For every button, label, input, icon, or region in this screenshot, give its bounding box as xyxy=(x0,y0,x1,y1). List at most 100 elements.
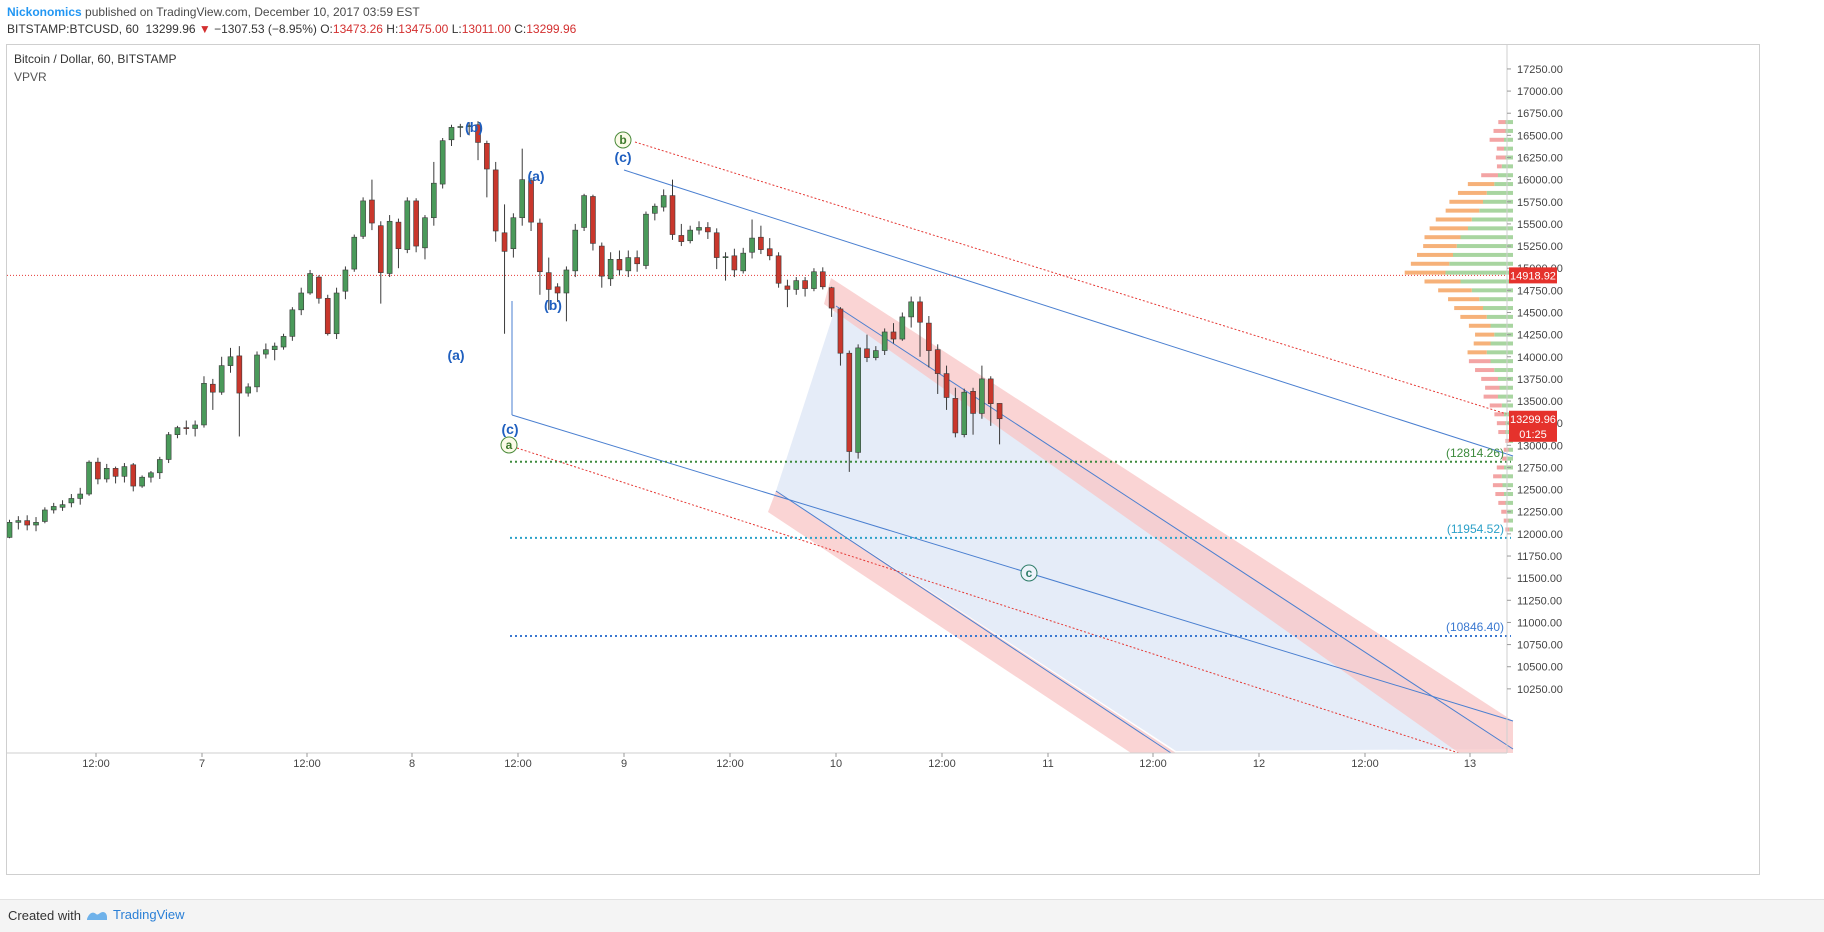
volume-bar-up xyxy=(1507,456,1513,461)
volume-bar-down xyxy=(1496,146,1504,151)
y-tick-label: 14500.00 xyxy=(1517,307,1563,319)
candle-body xyxy=(15,520,22,523)
volume-bar-up xyxy=(1468,226,1513,231)
volume-bar-up xyxy=(1483,199,1513,204)
candle-body xyxy=(50,506,57,511)
volume-bar-up xyxy=(1509,527,1513,532)
y-tick-label: 15500.00 xyxy=(1517,219,1563,231)
x-tick-label: 12:00 xyxy=(928,758,956,770)
y-tick-label: 12500.00 xyxy=(1517,485,1563,497)
volume-bar-down xyxy=(1449,199,1483,204)
candle-body xyxy=(148,472,154,478)
y-tick-label: 11250.00 xyxy=(1517,595,1562,607)
candle-body xyxy=(68,498,75,504)
volume-bar-down xyxy=(1429,226,1468,231)
volume-bar-down xyxy=(1489,137,1504,142)
volume-bar-down xyxy=(1501,509,1507,514)
volume-bar-down xyxy=(1417,252,1453,257)
x-tick-label: 12:00 xyxy=(504,758,532,770)
volume-bar-up xyxy=(1504,412,1513,417)
chart-panel[interactable]: (12814.26) (11954.52) (10846.40) (b) (a) (a)(… xyxy=(6,44,1760,875)
volume-bar-down xyxy=(1454,306,1483,311)
last-price: 13299.96 xyxy=(145,22,196,36)
volume-bar-up xyxy=(1504,146,1513,151)
y-tick-label: 16750.00 xyxy=(1517,108,1563,120)
candle-body xyxy=(174,427,181,435)
volume-bar-up xyxy=(1486,314,1513,319)
volume-bar-up xyxy=(1456,244,1513,249)
publication-header: Nickonomics published on TradingView.com… xyxy=(0,0,1824,42)
candle-body xyxy=(24,520,30,526)
volume-bar-up xyxy=(1504,137,1513,142)
candle-body xyxy=(360,200,366,237)
candle-body xyxy=(369,199,375,224)
candle-body xyxy=(33,522,39,526)
volume-bar-down xyxy=(1468,359,1491,364)
volume-bar-up xyxy=(1479,297,1513,302)
level-label: (10846.40) xyxy=(1446,620,1504,634)
red-dotted-upper xyxy=(634,141,1514,417)
tradingview-link[interactable]: TradingView xyxy=(86,907,185,922)
high-value: 13475.00 xyxy=(398,22,449,36)
volume-bar-up xyxy=(1498,394,1513,399)
volume-bar-up xyxy=(1494,368,1513,373)
wave-label: (b) xyxy=(465,119,483,135)
candle-body xyxy=(625,257,632,272)
symbol-label: BITSTAMP:BTCUSD, 60 xyxy=(7,22,139,36)
chart-title: Bitcoin / Dollar, 60, BITSTAMP xyxy=(14,52,177,66)
volume-bar-up xyxy=(1483,306,1513,311)
volume-bar-down xyxy=(1498,500,1506,505)
volume-bar-up xyxy=(1505,128,1513,133)
x-axis: 12:00 7 12:00 8 12:00 9 12:00 10 12:00 11 12:00 12 1… xyxy=(7,752,1507,770)
candle-body xyxy=(970,390,976,414)
candle-body xyxy=(280,336,287,348)
candle-body xyxy=(563,269,570,294)
level-label: (11954.52) xyxy=(1447,522,1504,536)
price-tag xyxy=(1509,425,1557,442)
y-tick-label: 12000.00 xyxy=(1517,529,1563,541)
candle-body xyxy=(377,225,384,273)
x-tick-label: 10 xyxy=(830,758,842,770)
y-tick-label: 10750.00 xyxy=(1517,640,1563,652)
candle-body xyxy=(572,229,579,272)
candle-body xyxy=(607,259,614,280)
volume-bar-up xyxy=(1479,208,1513,213)
author-link[interactable]: Nickonomics xyxy=(7,5,82,19)
candle-body xyxy=(103,468,110,480)
candle-body xyxy=(722,256,729,258)
candle-body xyxy=(404,200,411,250)
candle-body xyxy=(475,124,481,143)
candle-body xyxy=(227,356,234,366)
wave-label: (c) xyxy=(614,149,631,165)
price-chart[interactable]: (12814.26)(11954.52)(10846.40)(b)(a)(a)(… xyxy=(7,45,1760,875)
volume-bar-down xyxy=(1435,217,1472,222)
symbol-ohlc-line: BITSTAMP:BTCUSD, 60 13299.96 ▼ −1307.53 … xyxy=(7,22,576,36)
y-tick-label: 14250.00 xyxy=(1517,330,1563,342)
candle-body xyxy=(598,245,605,277)
y-tick-label: 14000.00 xyxy=(1517,352,1563,364)
x-tick-label: 12 xyxy=(1253,758,1265,770)
candlesticks xyxy=(7,121,1003,539)
x-tick-label: 13 xyxy=(1464,758,1476,770)
candle-body xyxy=(828,287,835,309)
candle-body xyxy=(156,459,163,474)
volume-profile xyxy=(1404,120,1513,532)
volume-bar-down xyxy=(1502,456,1507,461)
volume-bar-down xyxy=(1410,261,1450,266)
candle-body xyxy=(979,378,985,414)
volume-bar-up xyxy=(1505,120,1513,125)
candle-body xyxy=(731,255,738,271)
candle-body xyxy=(545,272,552,290)
wave-label: (a) xyxy=(527,168,544,184)
candle-body xyxy=(837,308,844,354)
volume-bar-down xyxy=(1424,279,1461,284)
volume-bar-down xyxy=(1404,270,1446,275)
volume-bar-down xyxy=(1475,368,1495,373)
x-tick-label: 12:00 xyxy=(716,758,744,770)
candle-body xyxy=(740,252,747,272)
candle-body xyxy=(660,195,667,208)
upper-red-band xyxy=(824,278,1513,753)
volume-bar-down xyxy=(1494,412,1504,417)
candle-body xyxy=(201,383,207,426)
volume-bar-up xyxy=(1490,359,1513,364)
